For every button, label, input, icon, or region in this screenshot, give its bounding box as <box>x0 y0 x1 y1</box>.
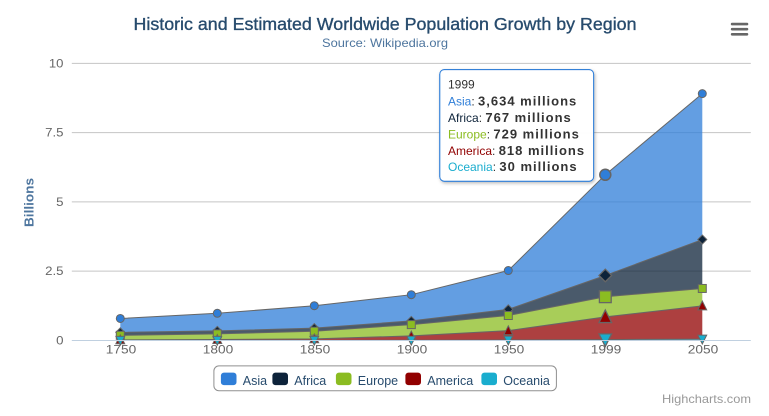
svg-text:1999: 1999 <box>591 343 622 357</box>
svg-text:Historic and Estimated Worldwi: Historic and Estimated Worldwide Populat… <box>134 14 637 34</box>
svg-text:2050: 2050 <box>688 343 719 357</box>
svg-text:2.5: 2.5 <box>45 264 64 278</box>
svg-text:10: 10 <box>49 56 64 70</box>
svg-text:1900: 1900 <box>397 343 428 357</box>
svg-text:Europe: Europe <box>358 374 398 388</box>
svg-text:Europe: 729 millions: Europe: 729 millions <box>448 127 580 142</box>
svg-text:Source: Wikipedia.org: Source: Wikipedia.org <box>322 36 448 50</box>
svg-text:7.5: 7.5 <box>45 126 64 140</box>
svg-text:Asia: Asia <box>243 374 267 388</box>
svg-text:Oceania: Oceania <box>503 374 550 388</box>
svg-text:1800: 1800 <box>203 343 234 357</box>
svg-text:1999: 1999 <box>448 78 475 92</box>
svg-text:0: 0 <box>56 333 64 347</box>
svg-text:1950: 1950 <box>494 343 525 357</box>
svg-text:Billions: Billions <box>22 178 37 227</box>
svg-text:Oceania: 30 millions: Oceania: 30 millions <box>448 159 578 174</box>
svg-text:America: America <box>427 374 473 388</box>
svg-text:Africa: Africa <box>294 374 326 388</box>
svg-text:Highcharts.com: Highcharts.com <box>662 392 751 406</box>
svg-text:Africa: 767 millions: Africa: 767 millions <box>448 110 572 125</box>
svg-text:5: 5 <box>56 195 64 209</box>
svg-text:Asia: 3,634 millions: Asia: 3,634 millions <box>448 94 577 109</box>
svg-text:America: 818 millions: America: 818 millions <box>448 143 585 158</box>
svg-text:1750: 1750 <box>106 343 137 357</box>
svg-text:1850: 1850 <box>300 343 331 357</box>
